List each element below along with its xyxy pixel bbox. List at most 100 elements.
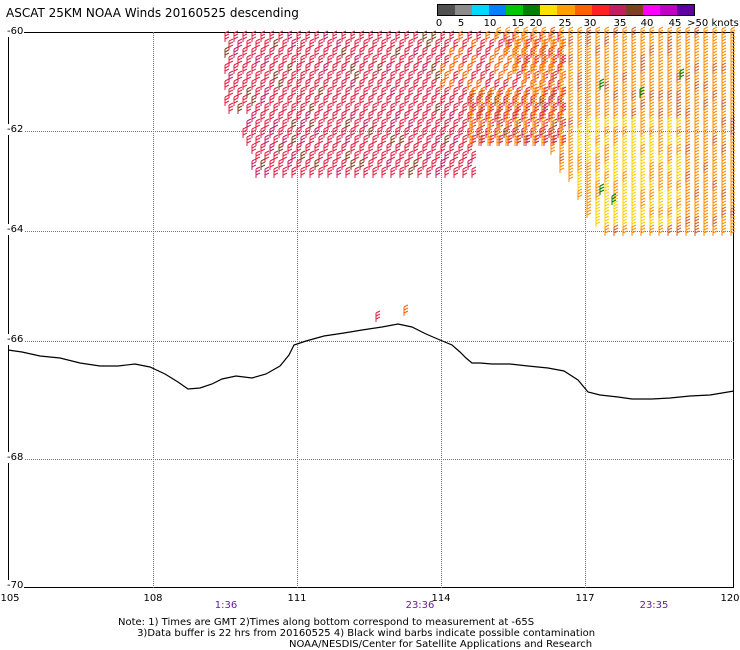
wind-speed-scale-labels: 0 5 10 15 20 25 30 35 40 45 >50 knots: [435, 18, 740, 32]
wind-barb: [550, 89, 556, 101]
wind-barb: [694, 35, 700, 47]
wind-barb: [559, 62, 565, 74]
wind-barb: [613, 71, 619, 83]
wind-barb: [264, 118, 270, 130]
wind-barb: [291, 86, 297, 98]
wind-barb: [712, 98, 718, 110]
wind-barb: [595, 71, 601, 83]
wind-barb: [462, 38, 468, 50]
wind-barb: [703, 116, 709, 128]
wind-barb: [467, 46, 473, 58]
wind-barb: [386, 110, 392, 122]
wind-barb: [604, 161, 610, 173]
wind-barb: [458, 126, 464, 138]
wind-barb: [568, 107, 574, 119]
wind-barb: [390, 166, 396, 178]
wind-barb: [332, 30, 338, 42]
wind-barb: [721, 107, 727, 119]
wind-barb: [595, 116, 601, 128]
wind-barb: [246, 54, 252, 66]
wind-barb: [287, 126, 293, 138]
wind-barb: [667, 125, 673, 137]
wind-barb: [541, 71, 547, 83]
wind-barb: [730, 161, 736, 173]
lat-label-68: -68: [6, 452, 25, 463]
wind-barb: [577, 98, 583, 110]
pass-time-label: 23:36: [405, 600, 435, 611]
wind-barb: [341, 62, 347, 74]
wind-barb: [314, 142, 320, 154]
wind-barb: [363, 150, 369, 162]
wind-barb: [712, 116, 718, 128]
wind-barb: [404, 158, 410, 170]
wind-barb: [498, 134, 504, 146]
wind-barb: [386, 30, 392, 42]
wind-barb: [242, 30, 248, 42]
wind-barb: [622, 98, 628, 110]
wind-barb: [458, 62, 464, 74]
legend-label: 45: [668, 18, 682, 29]
wind-barb: [458, 46, 464, 58]
wind-barb: [246, 86, 252, 98]
wind-barb: [676, 44, 682, 56]
wind-barb: [381, 134, 387, 146]
wind-barb: [667, 206, 673, 218]
wind-barb: [440, 62, 446, 74]
wind-barb: [622, 26, 628, 38]
wind-barb: [703, 143, 709, 155]
wind-barb: [694, 53, 700, 65]
wind-barb: [255, 38, 261, 50]
wind-barb: [341, 110, 347, 122]
wind-barb: [559, 116, 565, 128]
wind-barb: [350, 46, 356, 58]
wind-barb: [532, 26, 538, 38]
wind-barb: [694, 98, 700, 110]
wind-barb: [568, 71, 574, 83]
wind-barb: [568, 134, 574, 146]
wind-barb: [323, 62, 329, 74]
wind-barb: [640, 170, 646, 182]
wind-barb: [224, 78, 230, 90]
legend-label: 40: [640, 18, 654, 29]
wind-barb: [309, 38, 315, 50]
wind-barb: [469, 98, 475, 110]
wind-barb: [658, 215, 664, 227]
wind-barb: [480, 54, 486, 66]
wind-barb: [395, 142, 401, 154]
wind-barb: [390, 86, 396, 98]
lon-label-111: 111: [287, 593, 307, 604]
wind-barb: [532, 134, 538, 146]
wind-barb: [577, 170, 583, 182]
wind-barb: [242, 94, 248, 106]
wind-barb: [658, 161, 664, 173]
wind-barb: [676, 53, 682, 65]
wind-barb: [541, 98, 547, 110]
wind-barb: [228, 86, 234, 98]
wind-barb: [426, 134, 432, 146]
wind-barb: [449, 62, 455, 74]
wind-barb: [246, 118, 252, 130]
wind-barb: [309, 166, 315, 178]
wind-barb: [586, 170, 592, 182]
wind-barb: [658, 116, 664, 128]
legend-label: 0: [435, 18, 443, 29]
wind-barb: [730, 179, 736, 191]
wind-barb: [224, 30, 230, 42]
wind-barb: [694, 44, 700, 56]
wind-barb: [314, 94, 320, 106]
wind-barb: [300, 70, 306, 82]
wind-barb: [550, 53, 556, 65]
wind-barb: [559, 80, 565, 92]
wind-barb: [305, 126, 311, 138]
wind-barb: [667, 152, 673, 164]
wind-barb: [503, 78, 509, 90]
wind-barb: [422, 30, 428, 42]
wind-barb: [408, 150, 414, 162]
wind-barb: [404, 126, 410, 138]
wind-barb: [309, 150, 315, 162]
wind-barb: [354, 150, 360, 162]
wind-barb: [354, 102, 360, 114]
wind-barb: [631, 107, 637, 119]
wind-barb: [712, 161, 718, 173]
